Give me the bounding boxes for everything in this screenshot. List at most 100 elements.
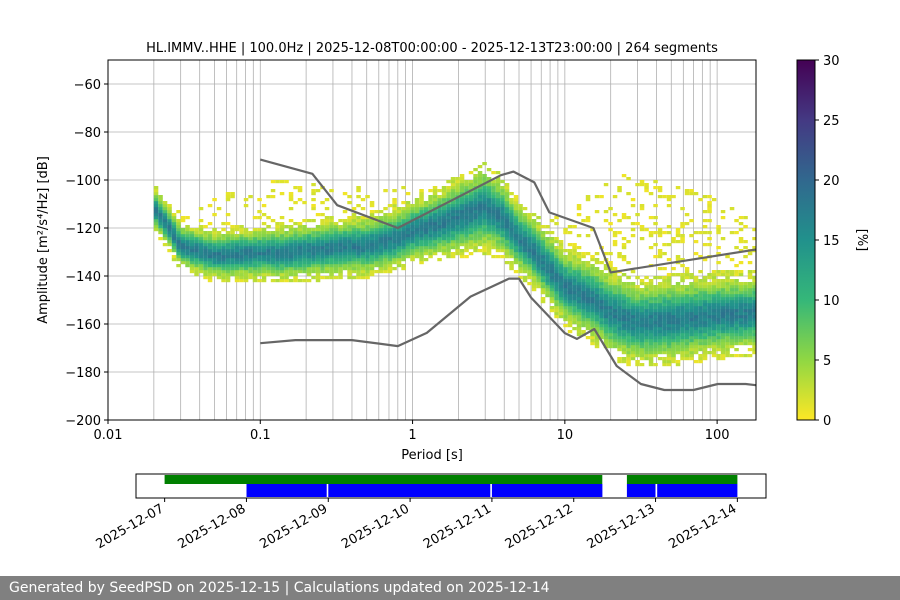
heat-cell-2833 [684, 267, 690, 271]
heat-cell-1654 [509, 231, 514, 235]
heat-cell-1852 [545, 237, 550, 241]
segment-span-4 [657, 484, 738, 497]
heat-cell-1305 [450, 246, 456, 250]
heat-cell-1015 [387, 222, 393, 226]
heat-cell-2436 [635, 345, 640, 349]
heat-cell-3229 [743, 312, 748, 316]
heat-cell-1939 [563, 309, 568, 313]
heat-cell-1902 [554, 252, 559, 256]
heat-cell-2556 [648, 246, 654, 250]
heat-cell-885 [360, 228, 366, 232]
heat-cell-146 [194, 234, 199, 238]
availability-span-1 [626, 475, 738, 484]
heat-cell-1570 [495, 240, 501, 244]
heat-cell-600 [302, 261, 307, 265]
heat-cell-1663 [509, 204, 514, 208]
heat-cell-941 [374, 258, 379, 262]
heat-cell-2368 [626, 354, 631, 358]
heat-cell-3108 [725, 324, 730, 328]
heat-cell-1575 [495, 225, 501, 229]
heat-cell-627 [306, 240, 312, 244]
heat-cell-2310 [617, 312, 622, 316]
heat-cell-60 [171, 249, 177, 253]
heat-cell-1931 [558, 249, 564, 253]
heat-cell-2096 [585, 282, 591, 286]
heat-cell-670 [315, 237, 321, 241]
heat-cell-3183 [734, 264, 739, 268]
heat-cell-2107 [585, 216, 591, 220]
heat-cell-2784 [680, 312, 685, 316]
heat-cell-2172 [599, 336, 604, 340]
heat-cell-2103 [585, 261, 591, 265]
heat-cell-718 [324, 216, 330, 220]
heat-cell-625 [306, 246, 312, 250]
heat-cell-2442 [635, 327, 640, 331]
heat-cell-3293 [752, 294, 756, 298]
heat-cell-161 [198, 234, 204, 238]
heat-cell-2158 [594, 291, 600, 295]
heat-cell-1078 [401, 222, 406, 226]
heat-cell-1551 [491, 219, 496, 223]
heat-cell-1594 [500, 249, 505, 253]
heat-cell-2075 [581, 264, 586, 268]
heat-cell-2215 [603, 294, 609, 298]
heat-cell-1926 [558, 264, 564, 268]
heat-cell-2855 [689, 306, 694, 310]
heat-cell-2775 [680, 339, 685, 343]
heat-cell-196 [207, 243, 213, 247]
heat-cell-675 [315, 213, 321, 217]
heat-cell-2294 [612, 213, 618, 217]
heat-cell-31 [162, 234, 168, 238]
heat-cell-1146 [419, 258, 424, 262]
heat-cell-1394 [464, 216, 469, 220]
heat-cell-2531 [648, 348, 654, 352]
heat-cell-3265 [747, 288, 753, 292]
heat-cell-3093 [720, 273, 726, 277]
heat-cell-2313 [617, 303, 622, 307]
heat-cell-745 [333, 267, 339, 271]
heat-cell-2638 [662, 339, 667, 343]
heat-cell-1985 [567, 255, 573, 259]
heat-cell-1727 [522, 240, 528, 244]
heat-cell-907 [365, 231, 370, 235]
heat-cell-2321 [617, 279, 622, 283]
heat-cell-3236 [743, 291, 748, 295]
heat-cell-2824 [684, 300, 690, 304]
heat-cell-1562 [491, 186, 496, 190]
heat-cell-2520 [644, 282, 649, 286]
heat-cell-2839 [689, 354, 694, 358]
heat-cell-952 [374, 225, 379, 229]
heat-cell-690 [320, 234, 325, 238]
heat-cell-2270 [612, 324, 618, 328]
heat-cell-405 [257, 231, 262, 235]
heat-cell-2178 [599, 318, 604, 322]
heat-cell-2066 [581, 291, 586, 295]
heat-cell-2630 [657, 186, 663, 190]
heat-cell-32 [162, 231, 168, 235]
heat-cell-3080 [720, 315, 726, 319]
heat-cell-1987 [567, 249, 573, 253]
heat-cell-2601 [657, 336, 663, 340]
heat-cell-2473 [639, 324, 645, 328]
heat-cell-240 [221, 273, 226, 277]
heat-cell-1637 [504, 198, 510, 202]
heat-cell-754 [333, 240, 339, 244]
heat-cell-1956 [563, 258, 568, 262]
heat-cell-2034 [576, 291, 582, 295]
heat-cell-666 [315, 249, 321, 253]
heat-cell-2574 [653, 318, 658, 322]
heat-cell-1706 [518, 228, 523, 232]
heat-cell-1970 [567, 300, 573, 304]
heat-cell-1626 [504, 231, 510, 235]
heat-cell-659 [315, 270, 321, 274]
heat-cell-313 [234, 228, 240, 232]
heat-cell-2982 [707, 303, 712, 307]
heat-cell-3224 [743, 327, 748, 331]
heat-cell-590 [297, 228, 303, 232]
heat-cell-3147 [729, 291, 735, 295]
heat-cell-224 [216, 267, 222, 271]
heat-cell-1365 [459, 222, 465, 226]
heat-cell-93 [180, 249, 186, 253]
heat-cell-2154 [594, 303, 600, 307]
heat-cell-3134 [729, 330, 735, 334]
